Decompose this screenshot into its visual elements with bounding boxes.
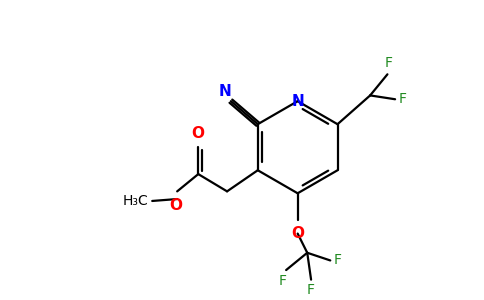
Text: O: O	[170, 198, 182, 213]
Text: O: O	[191, 127, 204, 142]
Text: F: F	[384, 56, 393, 70]
Text: O: O	[291, 226, 304, 241]
Text: H₃C: H₃C	[122, 194, 149, 208]
Text: F: F	[399, 92, 407, 106]
Text: N: N	[219, 84, 231, 99]
Text: F: F	[278, 274, 287, 288]
Text: N: N	[291, 94, 304, 109]
Text: F: F	[334, 254, 342, 267]
Text: F: F	[307, 284, 315, 298]
